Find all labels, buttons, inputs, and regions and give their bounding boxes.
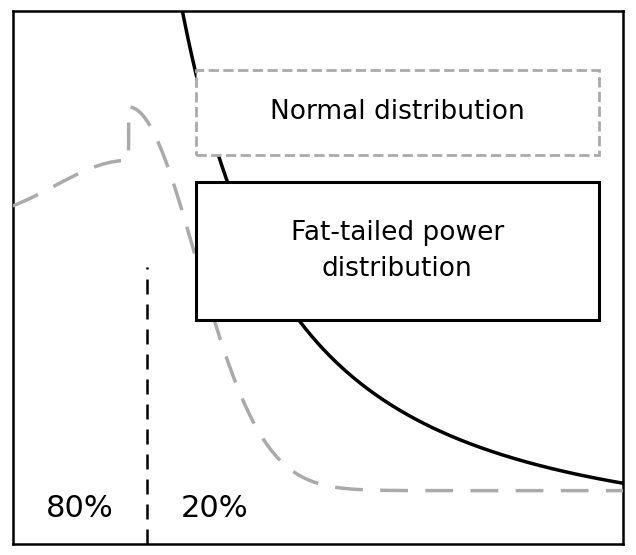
Text: 80%: 80% [46, 493, 114, 523]
FancyBboxPatch shape [196, 181, 599, 320]
FancyBboxPatch shape [196, 70, 599, 155]
Text: 20%: 20% [181, 493, 248, 523]
Text: Fat-tailed power
distribution: Fat-tailed power distribution [291, 220, 504, 282]
Text: Normal distribution: Normal distribution [270, 99, 525, 125]
